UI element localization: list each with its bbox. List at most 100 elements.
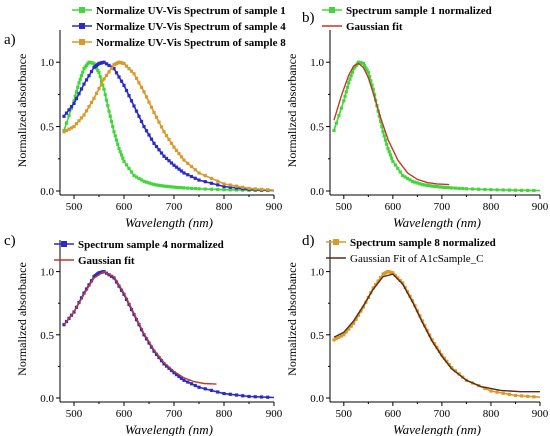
x-axis-label: Wavelength (nm) bbox=[125, 422, 213, 436]
data-point bbox=[169, 368, 174, 373]
data-point bbox=[89, 100, 94, 105]
data-point bbox=[99, 79, 104, 83]
data-point bbox=[381, 130, 385, 134]
data-point bbox=[234, 393, 239, 397]
data-point bbox=[209, 181, 214, 185]
data-point bbox=[86, 62, 90, 66]
data-point bbox=[104, 98, 109, 102]
data-point bbox=[142, 179, 146, 183]
data-point bbox=[339, 334, 343, 338]
series-line bbox=[333, 62, 450, 186]
data-point bbox=[339, 106, 343, 110]
data-point bbox=[137, 81, 141, 85]
y-tick-label: 0.5 bbox=[310, 330, 324, 342]
data-point bbox=[378, 119, 383, 124]
data-point bbox=[398, 170, 402, 174]
y-tick-label: 0.5 bbox=[40, 122, 54, 134]
data-point bbox=[114, 138, 119, 142]
data-point bbox=[203, 174, 207, 178]
data-point bbox=[216, 187, 220, 192]
data-point bbox=[337, 114, 341, 118]
data-point bbox=[371, 286, 375, 290]
series-line bbox=[63, 270, 217, 385]
data-point bbox=[354, 317, 358, 321]
data-point bbox=[337, 335, 341, 339]
data-point bbox=[495, 390, 499, 394]
data-point bbox=[203, 180, 207, 184]
data-point bbox=[89, 69, 94, 74]
data-point bbox=[147, 100, 151, 104]
data-point bbox=[97, 87, 101, 91]
data-point bbox=[139, 119, 144, 124]
data-point bbox=[398, 278, 402, 283]
x-tick-label: 600 bbox=[385, 408, 402, 420]
data-point bbox=[92, 61, 96, 66]
data-point bbox=[64, 128, 69, 133]
data-point bbox=[167, 159, 171, 163]
data-point bbox=[356, 313, 361, 317]
data-point bbox=[87, 105, 91, 109]
y-tick-label: 1.0 bbox=[40, 57, 54, 69]
data-point bbox=[405, 176, 410, 181]
y-axis-label: Normalized absorbance bbox=[15, 54, 29, 168]
data-point bbox=[445, 359, 449, 363]
data-point bbox=[159, 184, 164, 188]
data-point bbox=[387, 150, 391, 154]
legend-label: Gaussian Fit of A1cSample_C bbox=[350, 253, 484, 265]
data-point bbox=[186, 161, 190, 165]
data-point bbox=[203, 387, 207, 391]
data-point bbox=[489, 188, 493, 192]
data-point bbox=[124, 64, 129, 68]
data-point bbox=[234, 184, 239, 188]
data-point bbox=[450, 186, 454, 190]
data-point bbox=[157, 355, 161, 360]
data-point bbox=[247, 186, 251, 191]
data-point bbox=[435, 185, 439, 189]
data-point bbox=[87, 74, 91, 78]
data-point bbox=[152, 141, 156, 145]
plot-area bbox=[332, 60, 541, 193]
data-point bbox=[253, 187, 257, 191]
data-point bbox=[96, 68, 100, 72]
x-tick-label: 800 bbox=[483, 408, 500, 420]
data-point bbox=[182, 186, 186, 190]
data-point bbox=[179, 169, 184, 173]
panel-label: b) bbox=[302, 10, 315, 26]
data-point bbox=[164, 184, 169, 188]
data-point bbox=[228, 185, 232, 189]
data-point bbox=[134, 109, 139, 113]
data-point bbox=[132, 173, 136, 178]
data-point bbox=[349, 324, 353, 328]
data-point bbox=[393, 273, 397, 277]
y-tick-label: 0.0 bbox=[40, 393, 54, 405]
data-point bbox=[124, 163, 129, 167]
x-tick-label: 700 bbox=[166, 408, 183, 420]
data-point bbox=[197, 171, 201, 175]
data-point bbox=[137, 176, 141, 181]
data-point bbox=[177, 152, 181, 156]
x-tick-label: 900 bbox=[532, 408, 549, 420]
legend-label: Normalize UV-Vis Spectrum of sample 4 bbox=[96, 21, 286, 33]
data-point bbox=[119, 79, 124, 83]
plot-area bbox=[62, 60, 275, 193]
data-point bbox=[81, 70, 85, 74]
data-point bbox=[408, 178, 412, 182]
data-point bbox=[142, 90, 146, 94]
data-point bbox=[149, 105, 154, 109]
data-point bbox=[378, 276, 383, 280]
legend-marker bbox=[79, 7, 85, 13]
data-point bbox=[526, 188, 530, 193]
data-point bbox=[447, 186, 451, 190]
data-point bbox=[74, 122, 79, 126]
data-point bbox=[332, 338, 336, 342]
data-point bbox=[144, 129, 149, 133]
data-point bbox=[374, 282, 378, 287]
data-point bbox=[72, 101, 76, 106]
data-point bbox=[179, 155, 184, 159]
y-axis-label: Normalized absorbance bbox=[285, 262, 299, 376]
series-line bbox=[63, 61, 275, 192]
data-point bbox=[144, 95, 149, 99]
data-point bbox=[69, 105, 74, 109]
data-point bbox=[167, 137, 171, 142]
data-point bbox=[440, 185, 444, 189]
